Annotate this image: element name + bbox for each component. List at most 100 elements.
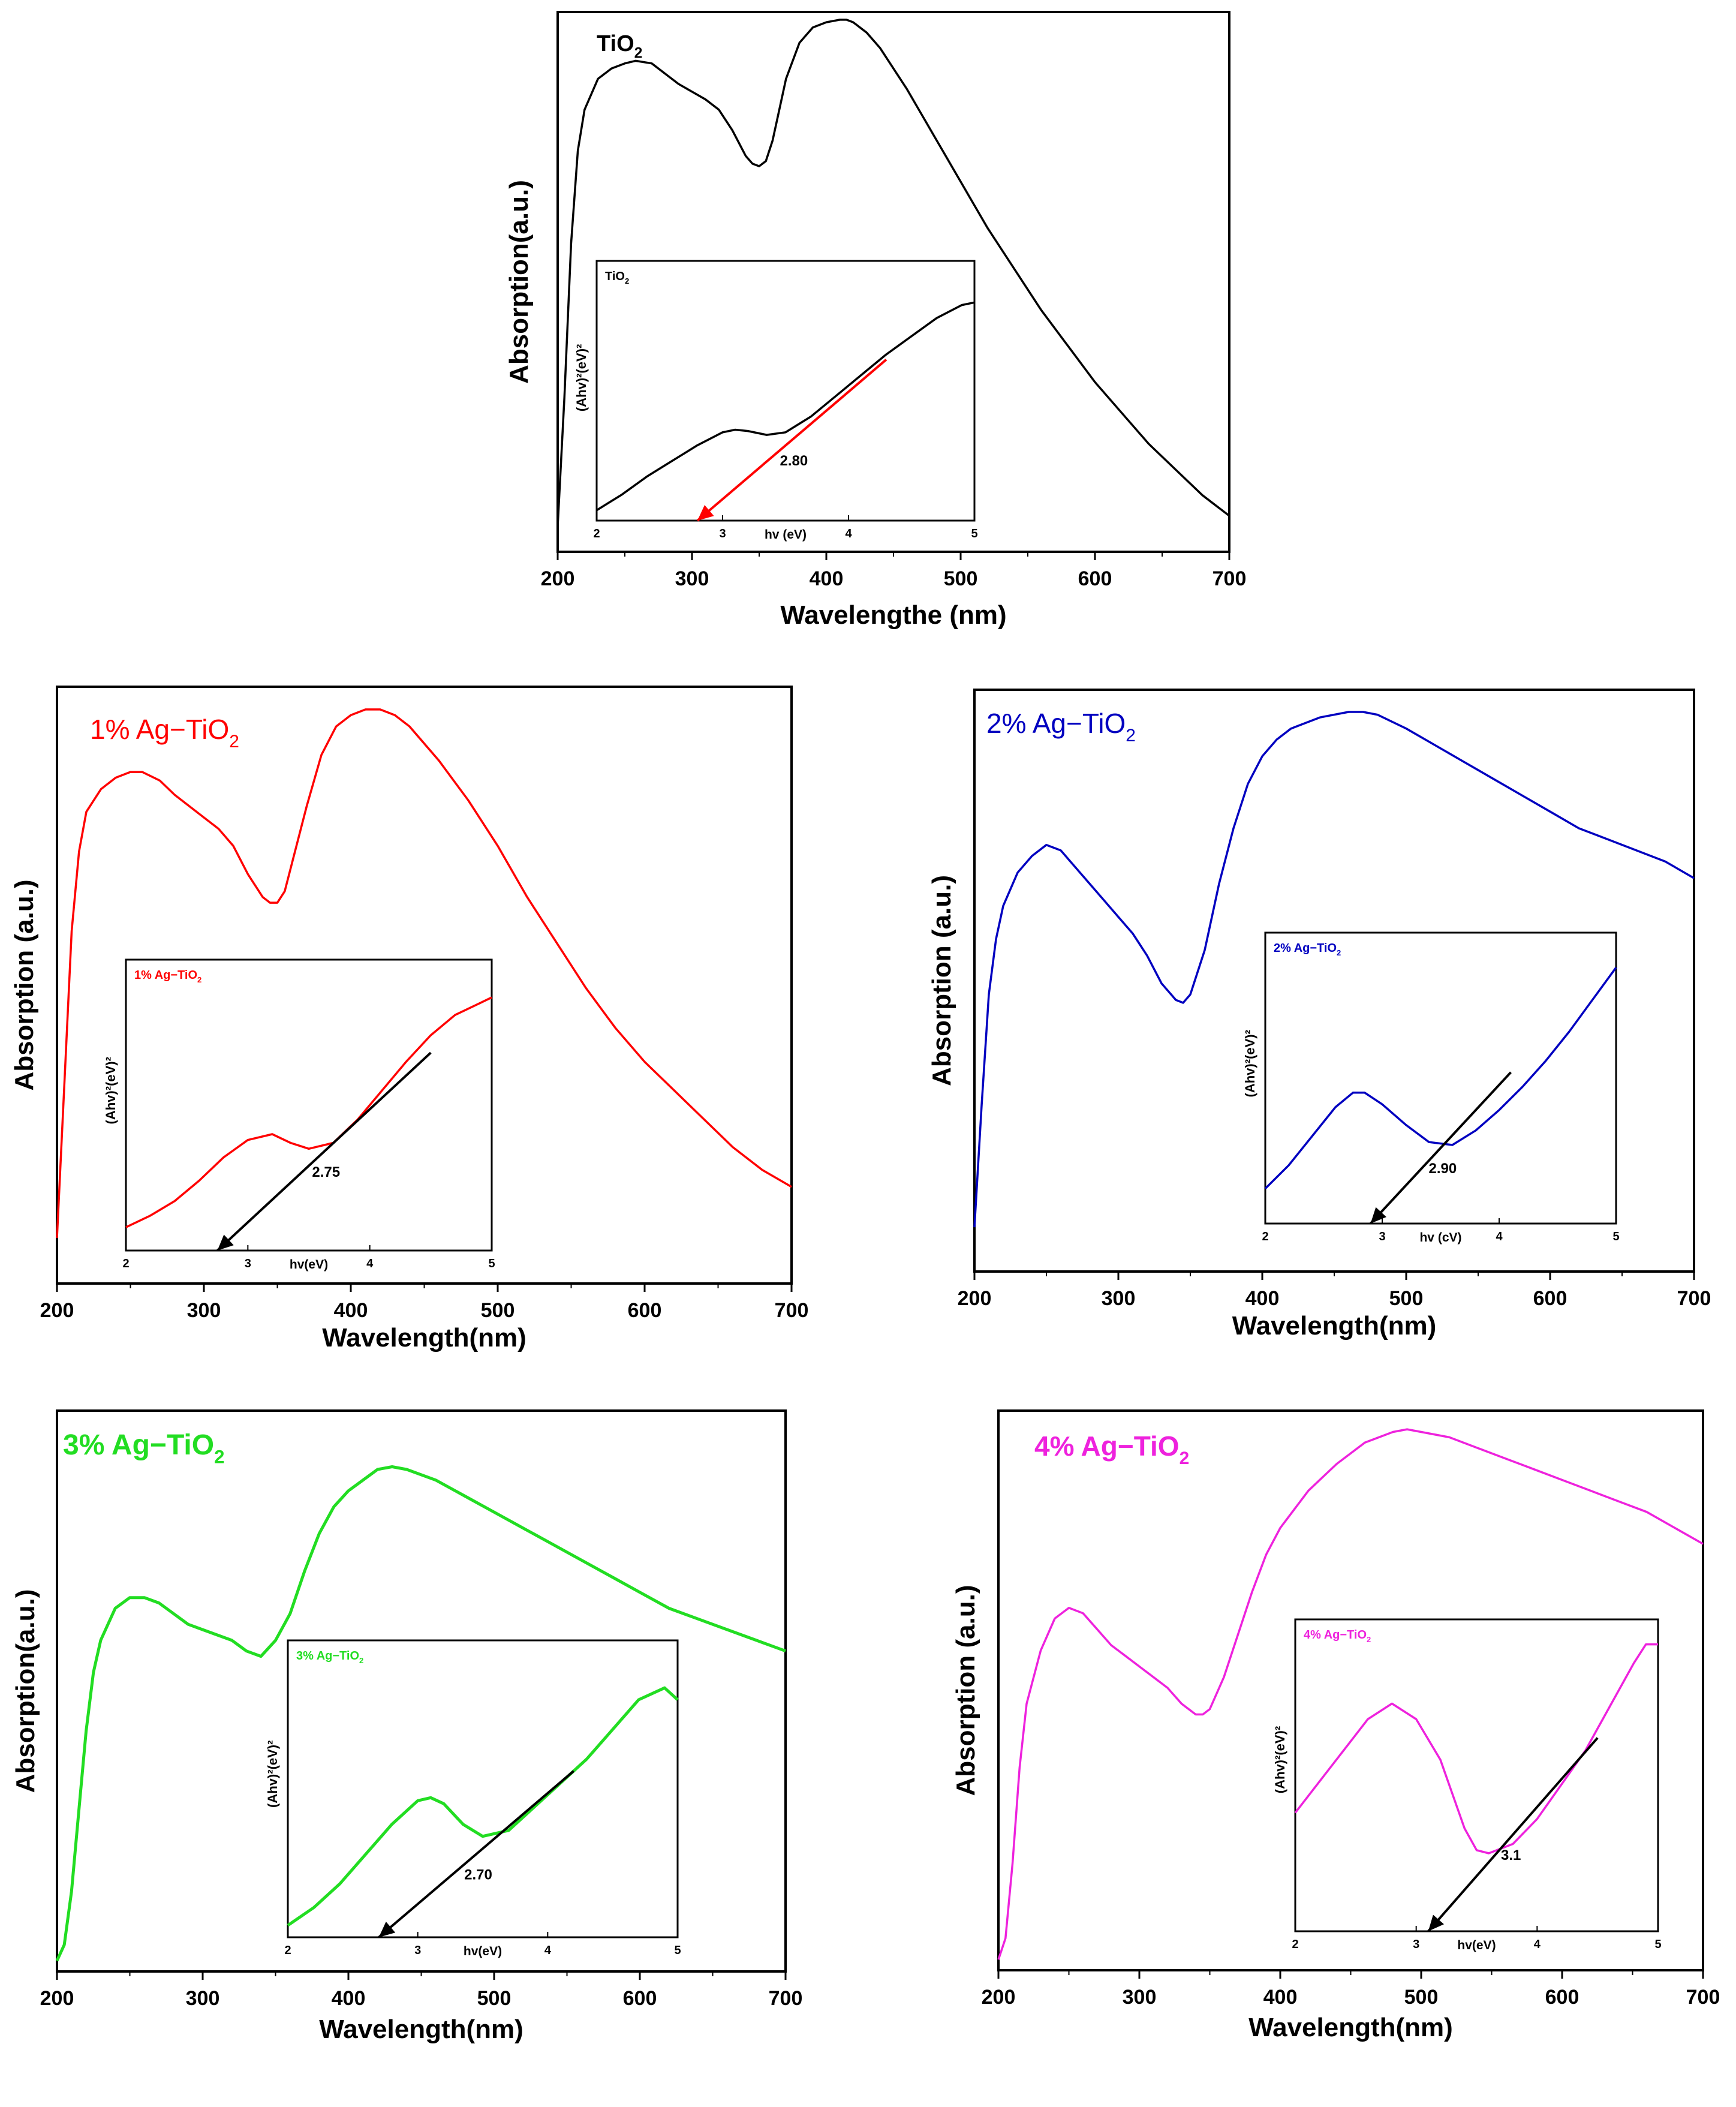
- x-tick-label: 300: [1123, 1986, 1157, 2009]
- inset-x-tick-label: 3: [1379, 1230, 1385, 1243]
- x-tick-label: 300: [675, 567, 709, 590]
- x-axis-title: Wavelength(nm): [319, 2015, 523, 2044]
- panel-label: 1% Ag−TiO2: [90, 714, 239, 752]
- x-axis-title: Wavelength(nm): [1248, 2013, 1453, 2042]
- band-gap-fit-line: [1370, 1071, 1512, 1225]
- x-tick-label: 200: [958, 1287, 992, 1310]
- x-tick-label: 700: [1677, 1287, 1711, 1310]
- inset-x-tick-label: 3: [414, 1944, 421, 1957]
- y-axis-title: Absorption (a.u.): [10, 880, 39, 1091]
- x-tick-label: 700: [1686, 1986, 1720, 2009]
- x-tick-label: 400: [1263, 1986, 1298, 2009]
- band-gap-arrowhead: [697, 505, 714, 521]
- x-tick-label: 300: [187, 1299, 221, 1322]
- inset-label-subscript: 2: [1367, 1635, 1371, 1644]
- inset-label-subscript: 2: [359, 1656, 363, 1665]
- inset-x-tick-label: 3: [719, 527, 726, 540]
- band-gap-fit-line: [216, 1051, 432, 1252]
- tauc-curve: [125, 996, 492, 1228]
- inset-x-axis-title: hv(eV): [290, 1258, 328, 1272]
- band-gap-value: 2.90: [1429, 1161, 1457, 1177]
- inset-x-axis-title: hv(eV): [464, 1944, 502, 1958]
- panel-label-subscript: 2: [229, 732, 239, 752]
- inset-y-axis-title: (Ahv)²(eV)²: [265, 1741, 280, 1808]
- x-axis-title: Wavelength(nm): [322, 1323, 526, 1352]
- panel-label: 4% Ag−TiO2: [1034, 1430, 1189, 1468]
- band-gap-arrowhead: [1428, 1914, 1444, 1931]
- inset-x-tick-label: 4: [1496, 1230, 1503, 1243]
- x-tick-label: 400: [332, 1987, 366, 2010]
- absorption-curve: [56, 708, 792, 1239]
- x-tick-label: 600: [628, 1299, 662, 1322]
- absorption-curve: [973, 711, 1695, 1228]
- x-tick-label: 300: [186, 1987, 220, 2010]
- inset-label-subscript: 2: [197, 975, 201, 984]
- inset-y-axis-title: (Ahv)²(eV)²: [1272, 1726, 1287, 1793]
- inset-x-tick-label: 4: [544, 1944, 552, 1957]
- band-gap-fit-line: [696, 359, 887, 522]
- panel-label-main: 4% Ag−TiO: [1034, 1430, 1180, 1462]
- band-gap-value: 2.70: [464, 1866, 492, 1883]
- x-tick-label: 600: [1545, 1986, 1579, 2009]
- inset-x-axis-title: hv (eV): [765, 528, 807, 542]
- inset-label: 3% Ag−TiO2: [296, 1649, 363, 1665]
- x-tick-label: 500: [944, 567, 978, 590]
- x-tick-label: 700: [769, 1987, 803, 2010]
- inset-x-tick-label: 3: [245, 1257, 251, 1270]
- chart-panel-5: 200 300 400 500 600 700 Wavelength(nm) Absorpti…: [951, 1409, 1720, 2042]
- inset-frame: [595, 260, 976, 522]
- inset-frame: [1264, 931, 1617, 1225]
- panel-label: TiO2: [597, 31, 642, 61]
- inset-x-tick-label: 5: [674, 1944, 681, 1957]
- tauc-curve: [1264, 967, 1617, 1190]
- x-tick-label: 600: [623, 1987, 657, 2010]
- panel-label-main: 1% Ag−TiO: [90, 714, 229, 745]
- inset-x-tick-label: 4: [366, 1257, 374, 1270]
- inset-y-axis-title: (Ahv)²(eV)²: [103, 1057, 118, 1124]
- inset-frame: [287, 1639, 679, 1938]
- band-gap-value: 2.80: [780, 453, 808, 469]
- inset-x-tick-label: 2: [1292, 1938, 1298, 1951]
- inset-x-tick-label: 5: [1612, 1230, 1619, 1243]
- inset-x-tick-label: 2: [284, 1944, 291, 1957]
- inset-x-tick-label: 4: [845, 527, 852, 540]
- tauc-curve: [596, 301, 975, 512]
- inset-x-axis-title: hv(eV): [1457, 1938, 1496, 1952]
- inset-label-subscript: 2: [625, 276, 629, 285]
- x-axis-title: Wavelengthe (nm): [780, 600, 1006, 630]
- absorption-curve: [55, 1465, 786, 1962]
- absorption-curve: [997, 1428, 1704, 1960]
- inset-frame: [1294, 1618, 1659, 1932]
- panel-label-main: 3% Ag−TiO: [63, 1429, 214, 1461]
- band-gap-arrowhead: [217, 1234, 234, 1251]
- chart-panel-3: 200 300 400 500 600 700 Wavelength(nm) Absorpti…: [927, 689, 1711, 1340]
- inset-x-tick-label: 5: [1654, 1938, 1661, 1951]
- chart-panel-1: 200 300 400 500 600 700 Wavelengthe (nm) Absorp…: [504, 11, 1246, 630]
- inset-label: 4% Ag−TiO2: [1304, 1628, 1371, 1644]
- inset-x-tick-label: 2: [593, 527, 600, 540]
- inset-x-tick-label: 3: [1413, 1938, 1419, 1951]
- absorption-curve: [556, 19, 1230, 527]
- chart-panel-2: 200 300 400 500 600 700 Wavelength(nm) Absorpti…: [10, 686, 808, 1352]
- inset-label: TiO2: [605, 270, 629, 285]
- inset-label-subscript: 2: [1337, 948, 1341, 957]
- panel-label-subscript: 2: [1180, 1448, 1190, 1468]
- x-tick-label: 500: [1389, 1287, 1424, 1310]
- inset-label-main: TiO: [605, 270, 625, 283]
- inset-x-tick-label: 5: [971, 527, 977, 540]
- inset-x-tick-label: 2: [122, 1257, 129, 1270]
- inset-label-main: 3% Ag−TiO: [296, 1649, 359, 1663]
- x-tick-label: 200: [541, 567, 575, 590]
- x-tick-label: 400: [1245, 1287, 1280, 1310]
- band-gap-arrowhead: [378, 1922, 396, 1937]
- panel-label: 3% Ag−TiO2: [63, 1429, 224, 1467]
- panel-label-main: TiO: [597, 31, 634, 56]
- panel-label-subscript: 2: [214, 1446, 224, 1467]
- x-tick-label: 400: [810, 567, 844, 590]
- inset-x-tick-label: 5: [488, 1257, 495, 1270]
- band-gap-arrowhead: [1370, 1207, 1386, 1224]
